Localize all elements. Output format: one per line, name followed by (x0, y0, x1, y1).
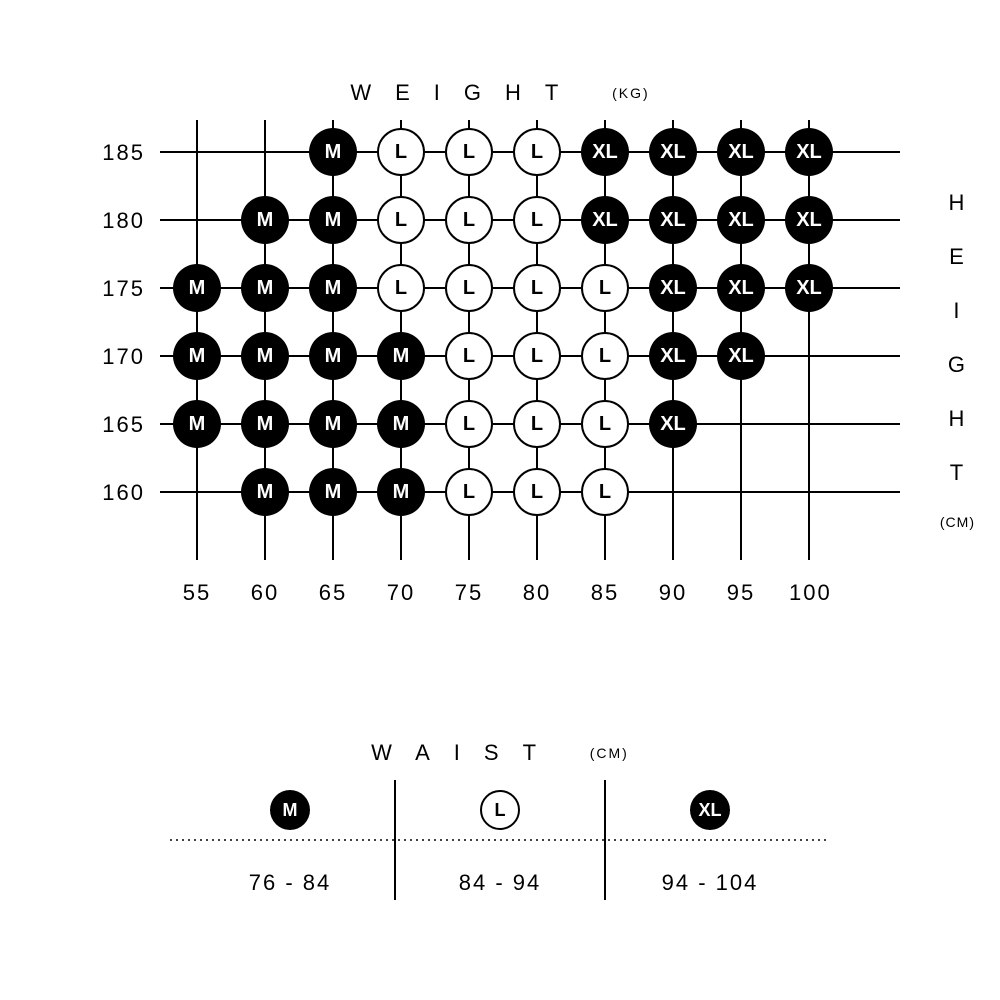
waist-range: 94 - 104 (610, 870, 810, 896)
size-chart-container: WEIGHT (KG) 185180175170165160 556065707… (0, 0, 1000, 1000)
waist-dot-m: M (270, 790, 310, 830)
waist-range: 76 - 84 (190, 870, 390, 896)
waist-dot-l: L (480, 790, 520, 830)
waist-lines (0, 0, 1000, 1000)
waist-range: 84 - 94 (400, 870, 600, 896)
waist-dot-xl: XL (690, 790, 730, 830)
